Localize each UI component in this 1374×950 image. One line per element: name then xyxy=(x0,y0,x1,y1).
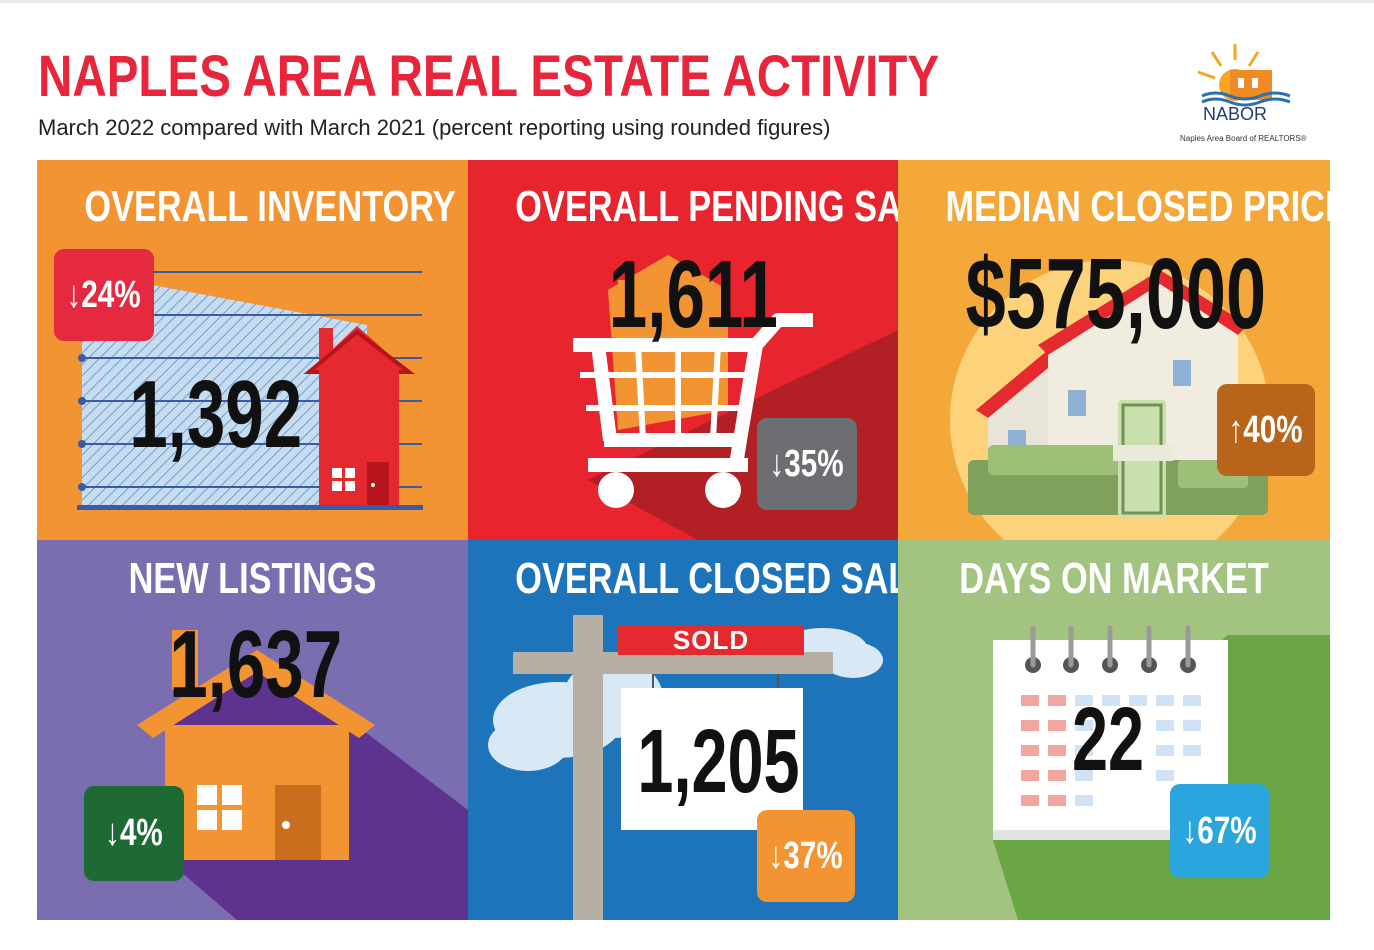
pending-title: OVERALL PENDING SALES xyxy=(515,182,898,231)
days-on-market-change-badge: ↓67% xyxy=(1170,784,1269,878)
median-price-value: $575,000 xyxy=(965,238,1266,350)
house-illustration xyxy=(137,630,468,920)
money-stack-icon xyxy=(968,400,1268,518)
inventory-change-badge: ↓24% xyxy=(54,249,154,341)
panel-new-listings: NEW LISTINGS 1,637 ↓4% xyxy=(37,540,468,920)
pending-change-badge: ↓35% xyxy=(757,418,857,510)
days-on-market-title: DAYS ON MARKET xyxy=(959,554,1269,603)
logo-tagline: Naples Area Board of REALTORS® xyxy=(1180,134,1307,143)
closed-sales-title: OVERALL CLOSED SALES xyxy=(515,554,898,603)
house-icon xyxy=(303,326,415,505)
days-on-market-change: ↓67% xyxy=(1182,809,1257,852)
panel-overall-inventory: OVERALL INVENTORY 1,392 ↓24% xyxy=(37,160,468,540)
sold-sign-illustration xyxy=(488,615,883,920)
median-price-title: MEDIAN CLOSED PRICE xyxy=(945,182,1330,231)
new-listings-title: NEW LISTINGS xyxy=(128,554,377,603)
median-price-change-badge: ↑40% xyxy=(1217,384,1315,476)
days-on-market-value: 22 xyxy=(1071,690,1145,790)
panel-days-on-market: DAYS ON MARKET 22 ↓67% xyxy=(898,540,1330,920)
top-divider xyxy=(0,0,1374,3)
closed-sales-change-badge: ↓37% xyxy=(757,810,855,902)
nabor-logo xyxy=(1197,44,1291,107)
logo-name: NABOR xyxy=(1203,104,1268,124)
inventory-value: 1,392 xyxy=(129,361,303,468)
sold-sign-label: SOLD xyxy=(672,625,750,655)
panel-median-closed-price: MEDIAN CLOSED PRICE $575,000 ↑40% xyxy=(898,160,1330,540)
closed-sales-value: 1,205 xyxy=(637,712,800,812)
pending-change: ↓35% xyxy=(769,442,845,485)
house-money-illustration xyxy=(950,260,1270,540)
median-price-change: ↑40% xyxy=(1228,408,1304,451)
closed-sales-change: ↓37% xyxy=(768,834,844,877)
pending-value: 1,611 xyxy=(608,241,778,348)
page-subtitle: March 2022 compared with March 2021 (per… xyxy=(38,115,831,140)
page-title: NAPLES AREA REAL ESTATE ACTIVITY xyxy=(38,44,940,109)
inventory-change: ↓24% xyxy=(66,273,142,316)
shopping-cart-icon xyxy=(573,313,813,472)
panel-overall-pending-sales: OVERALL PENDING SALES 1,611 ↓35% xyxy=(468,160,898,540)
new-listings-change: ↓4% xyxy=(105,812,163,854)
inventory-title: OVERALL INVENTORY xyxy=(84,182,456,231)
house-icon xyxy=(137,630,375,860)
new-listings-value: 1,637 xyxy=(169,611,343,718)
panel-overall-closed-sales: SOLD OVERALL CLOSED SALES 1,205 ↓37% xyxy=(468,540,898,920)
new-listings-change-badge: ↓4% xyxy=(84,786,184,881)
calendar-icon xyxy=(993,625,1228,840)
